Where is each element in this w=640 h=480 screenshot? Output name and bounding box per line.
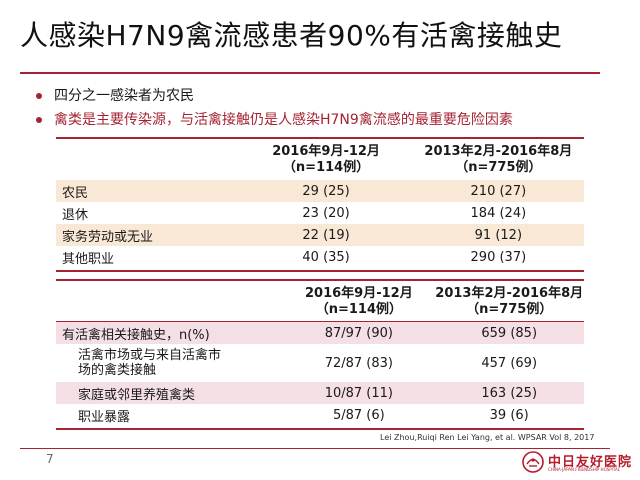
page-number: 7 — [46, 452, 54, 466]
table-header-period2: 2013年2月-2016年8月 （n=775例） — [434, 281, 584, 322]
table1-bottom-rule — [56, 270, 584, 272]
row-label: 活禽市场或与来自活禽市场的禽类接触 — [78, 348, 222, 378]
row-label: 家庭或邻里养殖禽类 — [56, 382, 284, 404]
table-header-row: 2016年9月-12月 （n=114例） 2013年2月-2016年8月 （n=… — [56, 139, 584, 180]
cell-period1: 87/97 (90) — [283, 322, 435, 344]
row-label: 家务劳动或无业 — [56, 224, 240, 246]
logo-subtitle: CHINA-JAPAN FRIENDSHIP HOSPITAL — [548, 467, 620, 472]
cell-period2: 210 (27) — [412, 180, 584, 202]
bullet-text: 禽类是主要传染源，与活禽接触仍是人感染H7N9禽流感的最重要危险因素 — [54, 112, 513, 128]
header-line: （n=775例） — [455, 159, 542, 175]
table-row: 职业暴露 5/87 (6) 39 (6) — [56, 404, 584, 426]
header-line: （n=114例） — [315, 301, 402, 317]
bullet-item: 四分之一感染者为农民 — [32, 84, 513, 108]
row-label: 有活禽相关接触史，n(%) — [56, 322, 284, 344]
row-label: 退休 — [62, 207, 89, 223]
slide-title: 人感染H7N9禽流感患者90%有活禽接触史 — [20, 19, 563, 52]
header-line: 2016年9月-12月 — [304, 285, 413, 301]
table-header-blank — [56, 281, 283, 322]
cell-period2: 659 (85) — [434, 322, 584, 344]
cell-period2: 163 (25) — [434, 382, 584, 404]
hospital-emblem-icon — [522, 451, 544, 473]
table2-top-rule — [56, 279, 584, 281]
table-header-blank — [56, 139, 239, 180]
logo-name: 中日友好医院 — [548, 455, 633, 470]
table-header-period2: 2013年2月-2016年8月 （n=775例） — [413, 139, 584, 180]
row-label: 其他职业 — [62, 251, 115, 267]
cell-period2: 39 (6) — [489, 407, 529, 423]
title-divider — [20, 72, 600, 74]
cell-period1: 40 (35) — [302, 249, 350, 265]
table-row: 有活禽相关接触史，n(%) 87/97 (90) 659 (85) — [56, 322, 584, 344]
exposure-table: 2016年9月-12月 （n=114例） 2013年2月-2016年8月 （n=… — [56, 281, 584, 426]
cell-period1: 23 (20) — [302, 205, 350, 221]
cell-period2: 184 (24) — [470, 205, 527, 221]
table-row: 农民 29 (25) 210 (27) — [56, 180, 584, 202]
row-label: 农民 — [56, 180, 240, 202]
header-line: 2013年2月-2016年8月 — [424, 143, 573, 159]
header-line: 2016年9月-12月 — [272, 143, 380, 159]
table-header-period1: 2016年9月-12月 （n=114例） — [239, 139, 412, 180]
bullet-dot-icon — [36, 117, 42, 123]
table-header-period1: 2016年9月-12月 （n=114例） — [283, 281, 434, 322]
cell-period1: 5/87 (6) — [332, 407, 385, 423]
header-line: （n=775例） — [466, 301, 553, 317]
footer-divider — [20, 448, 610, 449]
cell-period1: 22 (19) — [239, 224, 413, 246]
hospital-logo: 中日友好医院 CHINA-JAPAN FRIENDSHIP HOSPITAL — [522, 449, 631, 477]
table2-bottom-rule — [56, 428, 584, 430]
occupation-table: 2016年9月-12月 （n=114例） 2013年2月-2016年8月 （n=… — [56, 139, 584, 268]
cell-period2: 457 (69) — [481, 355, 538, 371]
cell-period1: 29 (25) — [239, 180, 413, 202]
cell-period1: 72/87 (83) — [324, 355, 393, 371]
header-line: 2013年2月-2016年8月 — [435, 285, 584, 301]
bullet-list: 四分之一感染者为农民 禽类是主要传染源，与活禽接触仍是人感染H7N9禽流感的最重… — [32, 84, 513, 132]
table1-top-rule — [56, 137, 584, 139]
table-row: 家庭或邻里养殖禽类 10/87 (11) 163 (25) — [56, 382, 584, 404]
cell-period1: 10/87 (11) — [283, 382, 435, 404]
header-line: （n=114例） — [282, 159, 370, 175]
table-row: 其他职业 40 (35) 290 (37) — [56, 246, 584, 268]
row-label: 职业暴露 — [78, 409, 131, 425]
citation: Lei Zhou,Ruiqi Ren Lei Yang, et al. WPSA… — [380, 433, 595, 442]
table-row: 家务劳动或无业 22 (19) 91 (12) — [56, 224, 584, 246]
table-header-row: 2016年9月-12月 （n=114例） 2013年2月-2016年8月 （n=… — [56, 281, 584, 322]
table-row: 活禽市场或与来自活禽市场的禽类接触 72/87 (83) 457 (69) — [56, 344, 584, 382]
cell-period2: 290 (37) — [470, 249, 527, 265]
table-row: 退休 23 (20) 184 (24) — [56, 202, 584, 224]
bullet-item: 禽类是主要传染源，与活禽接触仍是人感染H7N9禽流感的最重要危险因素 — [32, 108, 513, 132]
bullet-dot-icon — [36, 93, 42, 99]
bullet-text: 四分之一感染者为农民 — [54, 88, 194, 104]
cell-period2: 91 (12) — [412, 224, 584, 246]
